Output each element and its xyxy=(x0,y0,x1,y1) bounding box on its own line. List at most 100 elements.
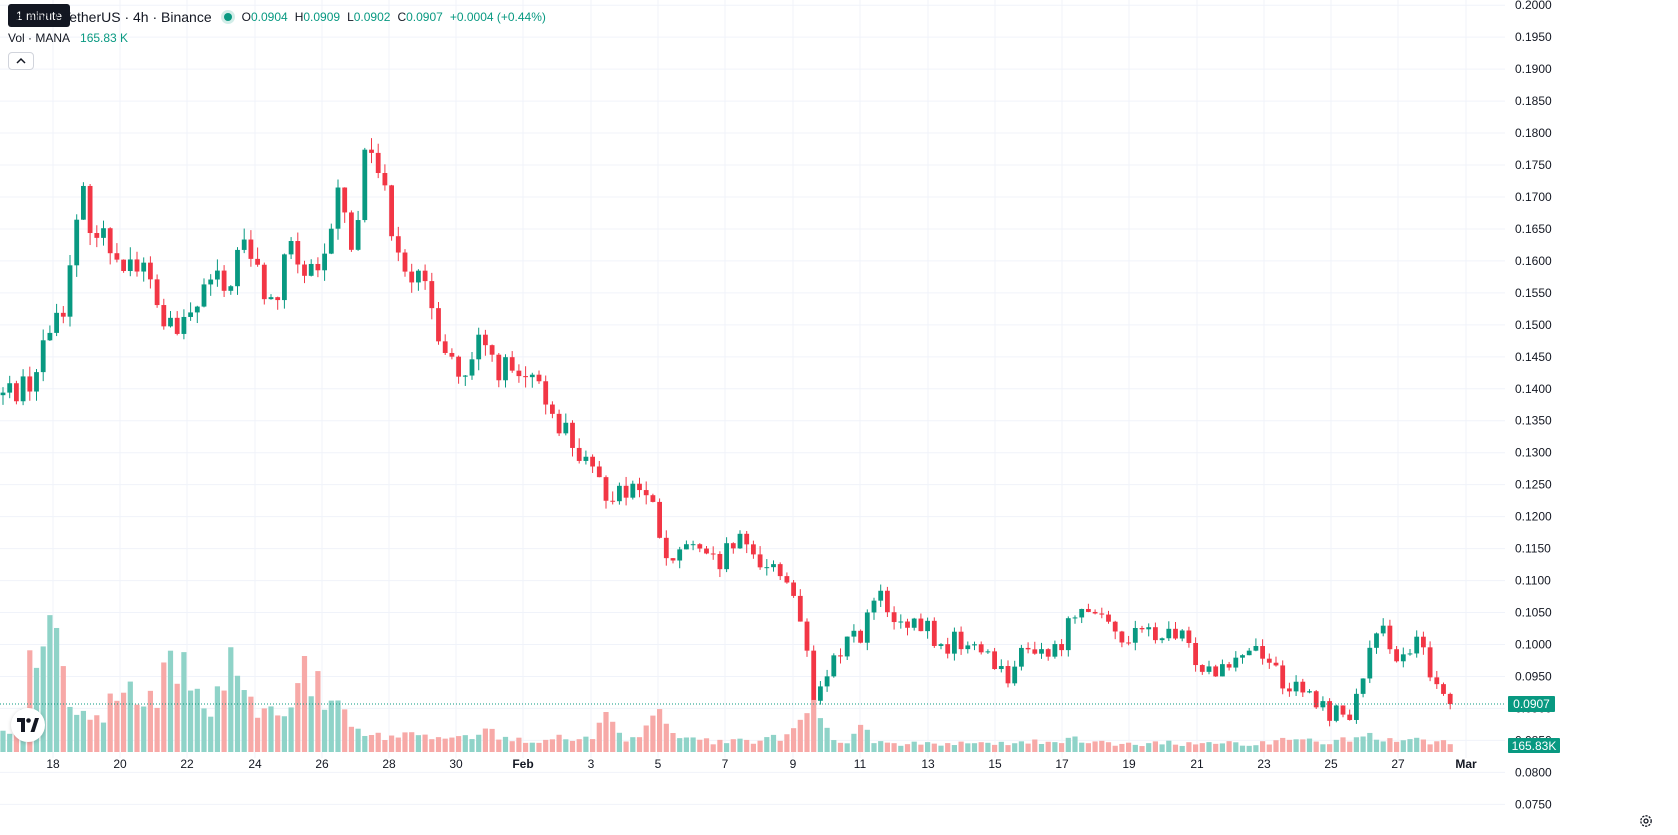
candle-body[interactable] xyxy=(228,286,234,291)
candle-body[interactable] xyxy=(603,477,609,501)
candle-body[interactable] xyxy=(1260,646,1265,659)
candle-body[interactable] xyxy=(275,297,281,301)
candle-body[interactable] xyxy=(1059,644,1064,651)
candle-body[interactable] xyxy=(375,152,381,174)
candle-body[interactable] xyxy=(858,630,863,643)
candle-body[interactable] xyxy=(1065,618,1071,651)
candle-body[interactable] xyxy=(1153,627,1158,641)
candle-body[interactable] xyxy=(885,590,890,613)
candle-body[interactable] xyxy=(710,553,716,555)
candle-body[interactable] xyxy=(1233,657,1239,668)
candle-body[interactable] xyxy=(1360,678,1366,694)
candle-body[interactable] xyxy=(1112,621,1118,632)
candle-body[interactable] xyxy=(67,265,73,317)
candle-body[interactable] xyxy=(315,263,321,271)
candle-body[interactable] xyxy=(690,544,696,546)
candle-body[interactable] xyxy=(978,644,984,653)
candle-body[interactable] xyxy=(416,270,421,283)
candle-body[interactable] xyxy=(1146,627,1152,630)
candle-body[interactable] xyxy=(818,686,823,701)
candle-body[interactable] xyxy=(483,334,488,346)
candle-body[interactable] xyxy=(804,621,810,651)
candle-body[interactable] xyxy=(1012,666,1018,684)
candle-body[interactable] xyxy=(556,413,562,434)
candle-body[interactable] xyxy=(27,376,33,392)
candle-body[interactable] xyxy=(838,655,843,657)
candle-body[interactable] xyxy=(717,554,723,570)
candle-body[interactable] xyxy=(657,501,662,538)
candle-body[interactable] xyxy=(1072,617,1078,619)
candle-body[interactable] xyxy=(1193,643,1198,666)
candle-body[interactable] xyxy=(958,631,964,650)
candle-body[interactable] xyxy=(1354,693,1359,720)
candle-body[interactable] xyxy=(1414,636,1420,654)
candle-body[interactable] xyxy=(302,264,307,276)
candle-body[interactable] xyxy=(1132,628,1138,643)
candle-body[interactable] xyxy=(992,651,997,670)
candle-body[interactable] xyxy=(550,404,555,414)
candle-body[interactable] xyxy=(154,279,160,306)
candle-body[interactable] xyxy=(94,233,100,238)
candle-body[interactable] xyxy=(1374,633,1379,648)
candle-body[interactable] xyxy=(543,381,549,405)
candle-body[interactable] xyxy=(791,582,796,596)
candle-body[interactable] xyxy=(1307,691,1312,693)
candle-body[interactable] xyxy=(1019,647,1024,667)
candle-body[interactable] xyxy=(74,219,80,266)
candle-body[interactable] xyxy=(456,356,461,377)
volume-legend[interactable]: Vol · MANA 165.83 K xyxy=(8,31,128,45)
candle-body[interactable] xyxy=(844,636,850,657)
candle-body[interactable] xyxy=(523,376,528,378)
candle-body[interactable] xyxy=(1119,631,1125,643)
candle-body[interactable] xyxy=(1213,666,1219,677)
candle-body[interactable] xyxy=(1086,608,1091,612)
candle-body[interactable] xyxy=(1380,625,1386,634)
candle-body[interactable] xyxy=(235,249,240,287)
candle-body[interactable] xyxy=(777,564,783,577)
candle-body[interactable] xyxy=(261,264,267,300)
candle-body[interactable] xyxy=(436,308,441,342)
candle-body[interactable] xyxy=(985,651,991,653)
candle-body[interactable] xyxy=(945,644,951,654)
candle-body[interactable] xyxy=(328,228,334,254)
tradingview-logo-icon[interactable] xyxy=(11,708,45,742)
candle-body[interactable] xyxy=(670,558,676,561)
candle-body[interactable] xyxy=(1159,638,1165,641)
candle-body[interactable] xyxy=(489,345,495,355)
candle-body[interactable] xyxy=(1025,647,1031,650)
candle-body[interactable] xyxy=(288,241,294,255)
candle-body[interactable] xyxy=(1441,684,1446,694)
candle-body[interactable] xyxy=(168,317,173,327)
candle-body[interactable] xyxy=(637,483,642,491)
candle-body[interactable] xyxy=(409,271,415,283)
candle-body[interactable] xyxy=(663,537,669,559)
candle-body[interactable] xyxy=(590,456,595,467)
candle-body[interactable] xyxy=(1179,630,1185,639)
candle-body[interactable] xyxy=(1240,655,1245,658)
candle-body[interactable] xyxy=(1387,625,1393,650)
candle-body[interactable] xyxy=(851,630,857,637)
candle-body[interactable] xyxy=(462,375,468,377)
candle-body[interactable] xyxy=(697,544,703,549)
candle-body[interactable] xyxy=(704,548,709,554)
candle-body[interactable] xyxy=(369,149,374,153)
candle-body[interactable] xyxy=(570,422,575,448)
candle-body[interactable] xyxy=(322,253,327,271)
candle-body[interactable] xyxy=(1166,628,1172,639)
candle-body[interactable] xyxy=(952,631,957,654)
candle-body[interactable] xyxy=(965,645,971,650)
candle-body[interactable] xyxy=(141,262,147,272)
candle-body[interactable] xyxy=(1052,644,1058,657)
candle-body[interactable] xyxy=(161,305,167,327)
candle-body[interactable] xyxy=(47,332,53,341)
candle-body[interactable] xyxy=(496,354,502,381)
candle-body[interactable] xyxy=(469,359,475,376)
candle-body[interactable] xyxy=(583,456,589,461)
market-status-dot[interactable] xyxy=(223,13,232,21)
candle-body[interactable] xyxy=(389,185,394,237)
candle-body[interactable] xyxy=(1367,647,1373,679)
candle-body[interactable] xyxy=(395,236,401,253)
candle-body[interactable] xyxy=(355,220,361,250)
candle-body[interactable] xyxy=(1407,653,1413,655)
candle-body[interactable] xyxy=(442,341,448,353)
